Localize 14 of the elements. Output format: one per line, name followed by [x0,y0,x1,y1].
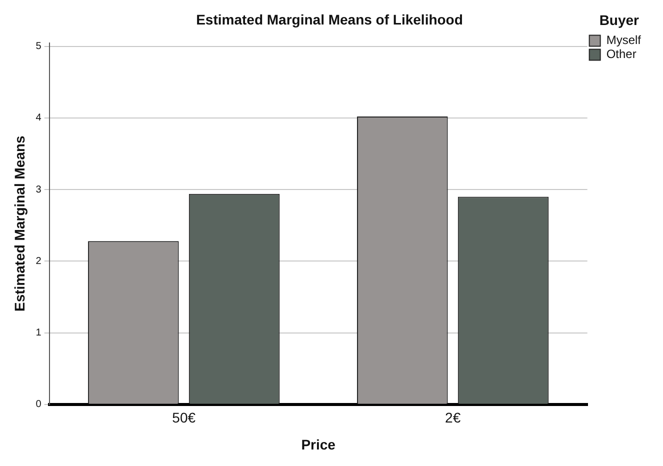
x-tick-label: 2€ [445,410,461,426]
y-axis-title: Estimated Marginal Means [11,135,28,312]
y-tick-label: 3 [36,184,42,196]
y-tick-label: 5 [36,41,42,52]
x-tick-label: 50€ [172,410,196,426]
x-axis-title: Price [301,436,336,452]
legend-title: Buyer [599,12,640,28]
y-tick-label: 1 [36,328,42,339]
y-tick-label: 4 [36,112,42,124]
legend-label: Myself [606,33,642,48]
y-tick-label: 0 [36,399,42,410]
chart-title: Estimated Marginal Means of Likelihood [196,11,463,28]
y-tick-label: 2 [36,256,42,267]
legend-label: Other [606,47,636,62]
